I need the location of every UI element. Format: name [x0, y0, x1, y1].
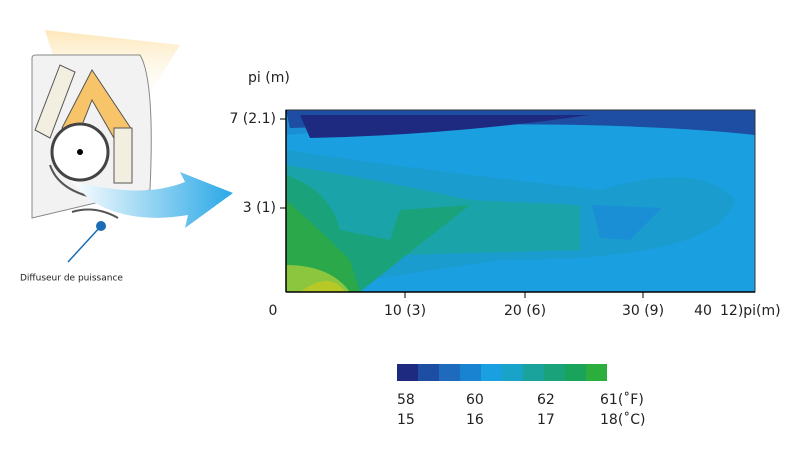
legend-swatch [418, 364, 439, 381]
legend-swatch [481, 364, 502, 381]
legend-swatch [439, 364, 460, 381]
contour-field [286, 110, 755, 292]
y-axis-title: pi (m) [248, 70, 290, 86]
x-tick-label: 30 (9) [622, 303, 664, 319]
x-tick-label: 12)pi(m) [720, 303, 781, 319]
legend-label-c: 15 [397, 412, 415, 428]
legend-swatch [544, 364, 565, 381]
x-tick-label: 20 (6) [504, 303, 546, 319]
legend-label-f: 60 [466, 392, 484, 408]
legend-label-c: 16 [466, 412, 484, 428]
ticks [280, 118, 644, 298]
x-tick-label: 10 (3) [384, 303, 426, 319]
legend-label-f: 62 [537, 392, 555, 408]
legend-label-f: 61(˚F) [600, 391, 644, 408]
legend-swatch [523, 364, 544, 381]
legend-swatch [397, 364, 418, 381]
y-tick-label: 3 (1) [243, 200, 276, 216]
legend-label-c: 18(˚C) [600, 411, 646, 428]
x-tick-label: 40 [694, 303, 712, 319]
legend-swatch [502, 364, 523, 381]
device: Diffuseur de puissance [20, 30, 233, 284]
device-label: Diffuseur de puissance [20, 274, 123, 284]
legend-swatch [565, 364, 586, 381]
legend-swatch [586, 364, 607, 381]
legend-label-c: 17 [537, 412, 555, 428]
legend: 58 60 62 61(˚F) 15 16 17 18(˚C) [397, 364, 646, 428]
legend-label-f: 58 [397, 392, 415, 408]
y-tick-label: 7 (2.1) [229, 111, 276, 127]
legend-swatch [460, 364, 481, 381]
x-tick-label: 0 [269, 303, 278, 319]
